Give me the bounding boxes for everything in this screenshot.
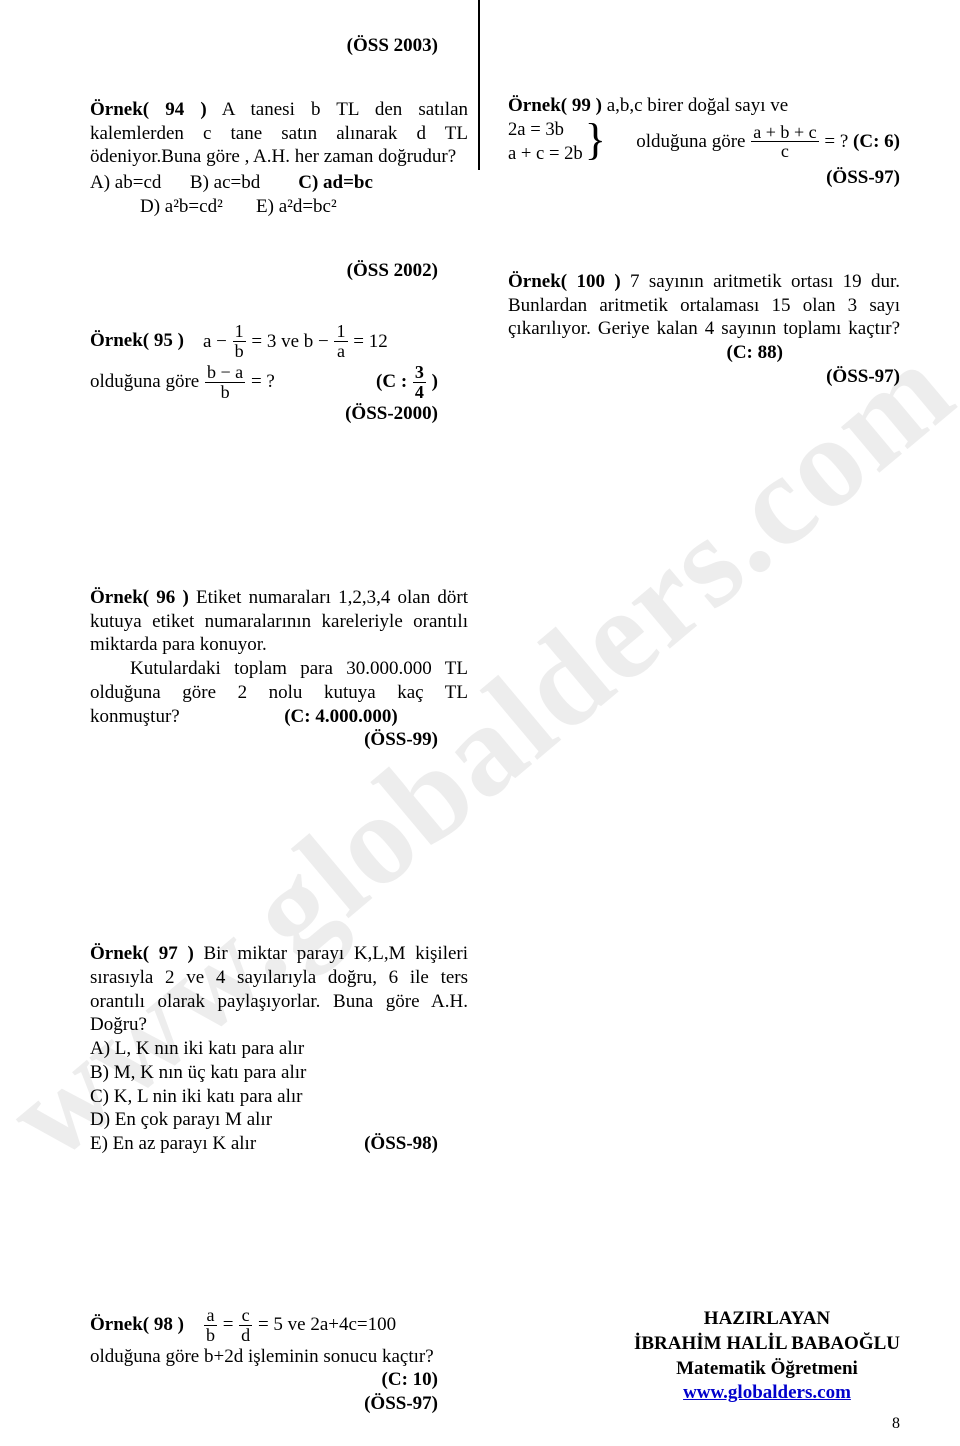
q96-title: Örnek( 96 )	[90, 587, 189, 608]
q95-line2a: olduğuna göre	[90, 371, 204, 392]
q99-brace: 2a = 3b a + c = 2b }	[508, 118, 606, 166]
frac-num: b − a	[205, 363, 245, 383]
q95-mid1: = 3 ve b −	[251, 330, 328, 354]
q97-src: (ÖSS-98)	[364, 1132, 468, 1156]
footer-author: HAZIRLAYAN İBRAHİM HALİL BABAOĞLU Matema…	[634, 1307, 900, 1406]
frac-num: a	[204, 1306, 217, 1326]
q98-title: Örnek( 98 )	[90, 1314, 184, 1335]
q95-ans-post: )	[432, 371, 438, 392]
q99-brace-l1: 2a = 3b	[508, 118, 583, 142]
frac-den: a	[334, 342, 347, 361]
q98-line2: olduğuna göre b+2d işleminin sonucu kaçt…	[90, 1345, 468, 1369]
q94-title: Örnek( 94 )	[90, 99, 207, 120]
q95-eq1-pre: a −	[203, 330, 227, 354]
frac-den: b	[204, 1326, 217, 1345]
question-96: Örnek( 96 ) Etiket numaraları 1,2,3,4 ol…	[90, 586, 468, 752]
q99-frac: a + b + c c	[751, 123, 818, 162]
question-99: Örnek( 99 ) a,b,c birer doğal sayı ve 2a…	[508, 94, 900, 190]
q100-title: Örnek( 100 )	[508, 271, 621, 292]
q95-src: (ÖSS-2000)	[90, 402, 468, 426]
q98-mid1: =	[223, 1313, 234, 1337]
q98-frac2: c d	[239, 1306, 252, 1345]
page-number: 8	[892, 1414, 900, 1434]
question-100: Örnek( 100 ) 7 sayının aritmetik ortası …	[508, 270, 900, 389]
frac-den: d	[239, 1326, 252, 1345]
q96-ans: (C: 4.000.000)	[284, 706, 397, 727]
q100-ans: (C: 88)	[727, 342, 783, 363]
q100-src: (ÖSS-97)	[508, 365, 900, 389]
question-98: Örnek( 98 ) a b = c d = 5 ve 2a+4c=100 o…	[90, 1306, 468, 1416]
frac-num: c	[239, 1306, 252, 1326]
q94-opt-c: C) ad=bc	[298, 172, 373, 193]
q95-ans-pre: (C :	[376, 371, 407, 392]
q97-opt-a: A) L, K nın iki katı para alır	[90, 1037, 468, 1061]
q94-opt-b: B) ac=bd	[190, 172, 260, 193]
q94-opt-e: E) a²d=bc²	[256, 196, 337, 217]
frac-den: c	[751, 142, 818, 161]
question-95: Örnek( 95 ) a − 1 b = 3 ve b − 1 a = 12	[90, 322, 468, 426]
q97-opt-e: E) En az parayı K alır	[90, 1132, 256, 1156]
q95-frac1: 1 b	[233, 322, 246, 361]
q95-mid2: = 12	[353, 330, 387, 354]
q98-frac1: a b	[204, 1306, 217, 1345]
author-l2: İBRAHİM HALİL BABAOĞLU	[634, 1332, 900, 1357]
q97-title: Örnek( 97 )	[90, 943, 194, 964]
q94-opt-a: A) ab=cd	[90, 172, 161, 193]
q96-body2: Kutulardaki toplam para 30.000.000 TL ol…	[90, 658, 473, 727]
q99-title: Örnek( 99 )	[508, 95, 602, 116]
right-column: Örnek( 99 ) a,b,c birer doğal sayı ve 2a…	[508, 34, 900, 1446]
author-l1: HAZIRLAYAN	[634, 1307, 900, 1332]
q97-opt-c: C) K, L nin iki katı para alır	[90, 1085, 468, 1109]
q98-src: (ÖSS-97)	[90, 1392, 468, 1416]
q98-mid2: = 5 ve 2a+4c=100	[258, 1313, 396, 1337]
q95-frac2: 1 a	[334, 322, 347, 361]
author-l3: Matematik Öğretmeni	[634, 1357, 900, 1382]
frac-num: 1	[334, 322, 347, 342]
q98-ans: (C: 10)	[90, 1368, 468, 1392]
frac-num: 3	[413, 363, 426, 383]
q96-src: (ÖSS-99)	[90, 728, 468, 752]
q97-opt-d: D) En çok parayı M alır	[90, 1108, 468, 1132]
q99-brace-l2: a + c = 2b	[508, 142, 583, 166]
q99-body1: a,b,c birer doğal sayı ve	[602, 95, 788, 116]
q95-line2b: = ?	[251, 371, 275, 392]
frac-num: a + b + c	[751, 123, 818, 143]
q99-tail: = ?	[824, 130, 853, 151]
frac-den: b	[233, 342, 246, 361]
brace-icon: }	[585, 118, 606, 162]
q99-mid: olduğuna göre	[636, 130, 750, 151]
q99-src: (ÖSS-97)	[508, 166, 900, 190]
q95-frac3: b − a b	[205, 363, 245, 402]
frac-den: b	[205, 383, 245, 402]
left-column: (ÖSS 2003) Örnek( 94 ) A tanesi b TL den…	[90, 34, 468, 1446]
question-94: Örnek( 94 ) A tanesi b TL den satılan ka…	[90, 98, 468, 219]
q95-title: Örnek( 95 )	[90, 330, 184, 351]
q99-ans: (C: 6)	[853, 130, 900, 151]
q97-opt-b: B) M, K nın üç katı para alır	[90, 1061, 468, 1085]
frac-num: 1	[233, 322, 246, 342]
column-divider	[478, 0, 480, 170]
oss-2002-label: (ÖSS 2002)	[90, 259, 468, 283]
top-label: (ÖSS 2003)	[90, 34, 468, 58]
author-link[interactable]: www.globalders.com	[683, 1382, 851, 1403]
q95-frac-ans: 3 4	[413, 363, 426, 402]
q94-opt-d: D) a²b=cd²	[140, 196, 223, 217]
frac-den: 4	[413, 383, 426, 402]
question-97: Örnek( 97 ) Bir miktar parayı K,L,M kişi…	[90, 942, 468, 1156]
